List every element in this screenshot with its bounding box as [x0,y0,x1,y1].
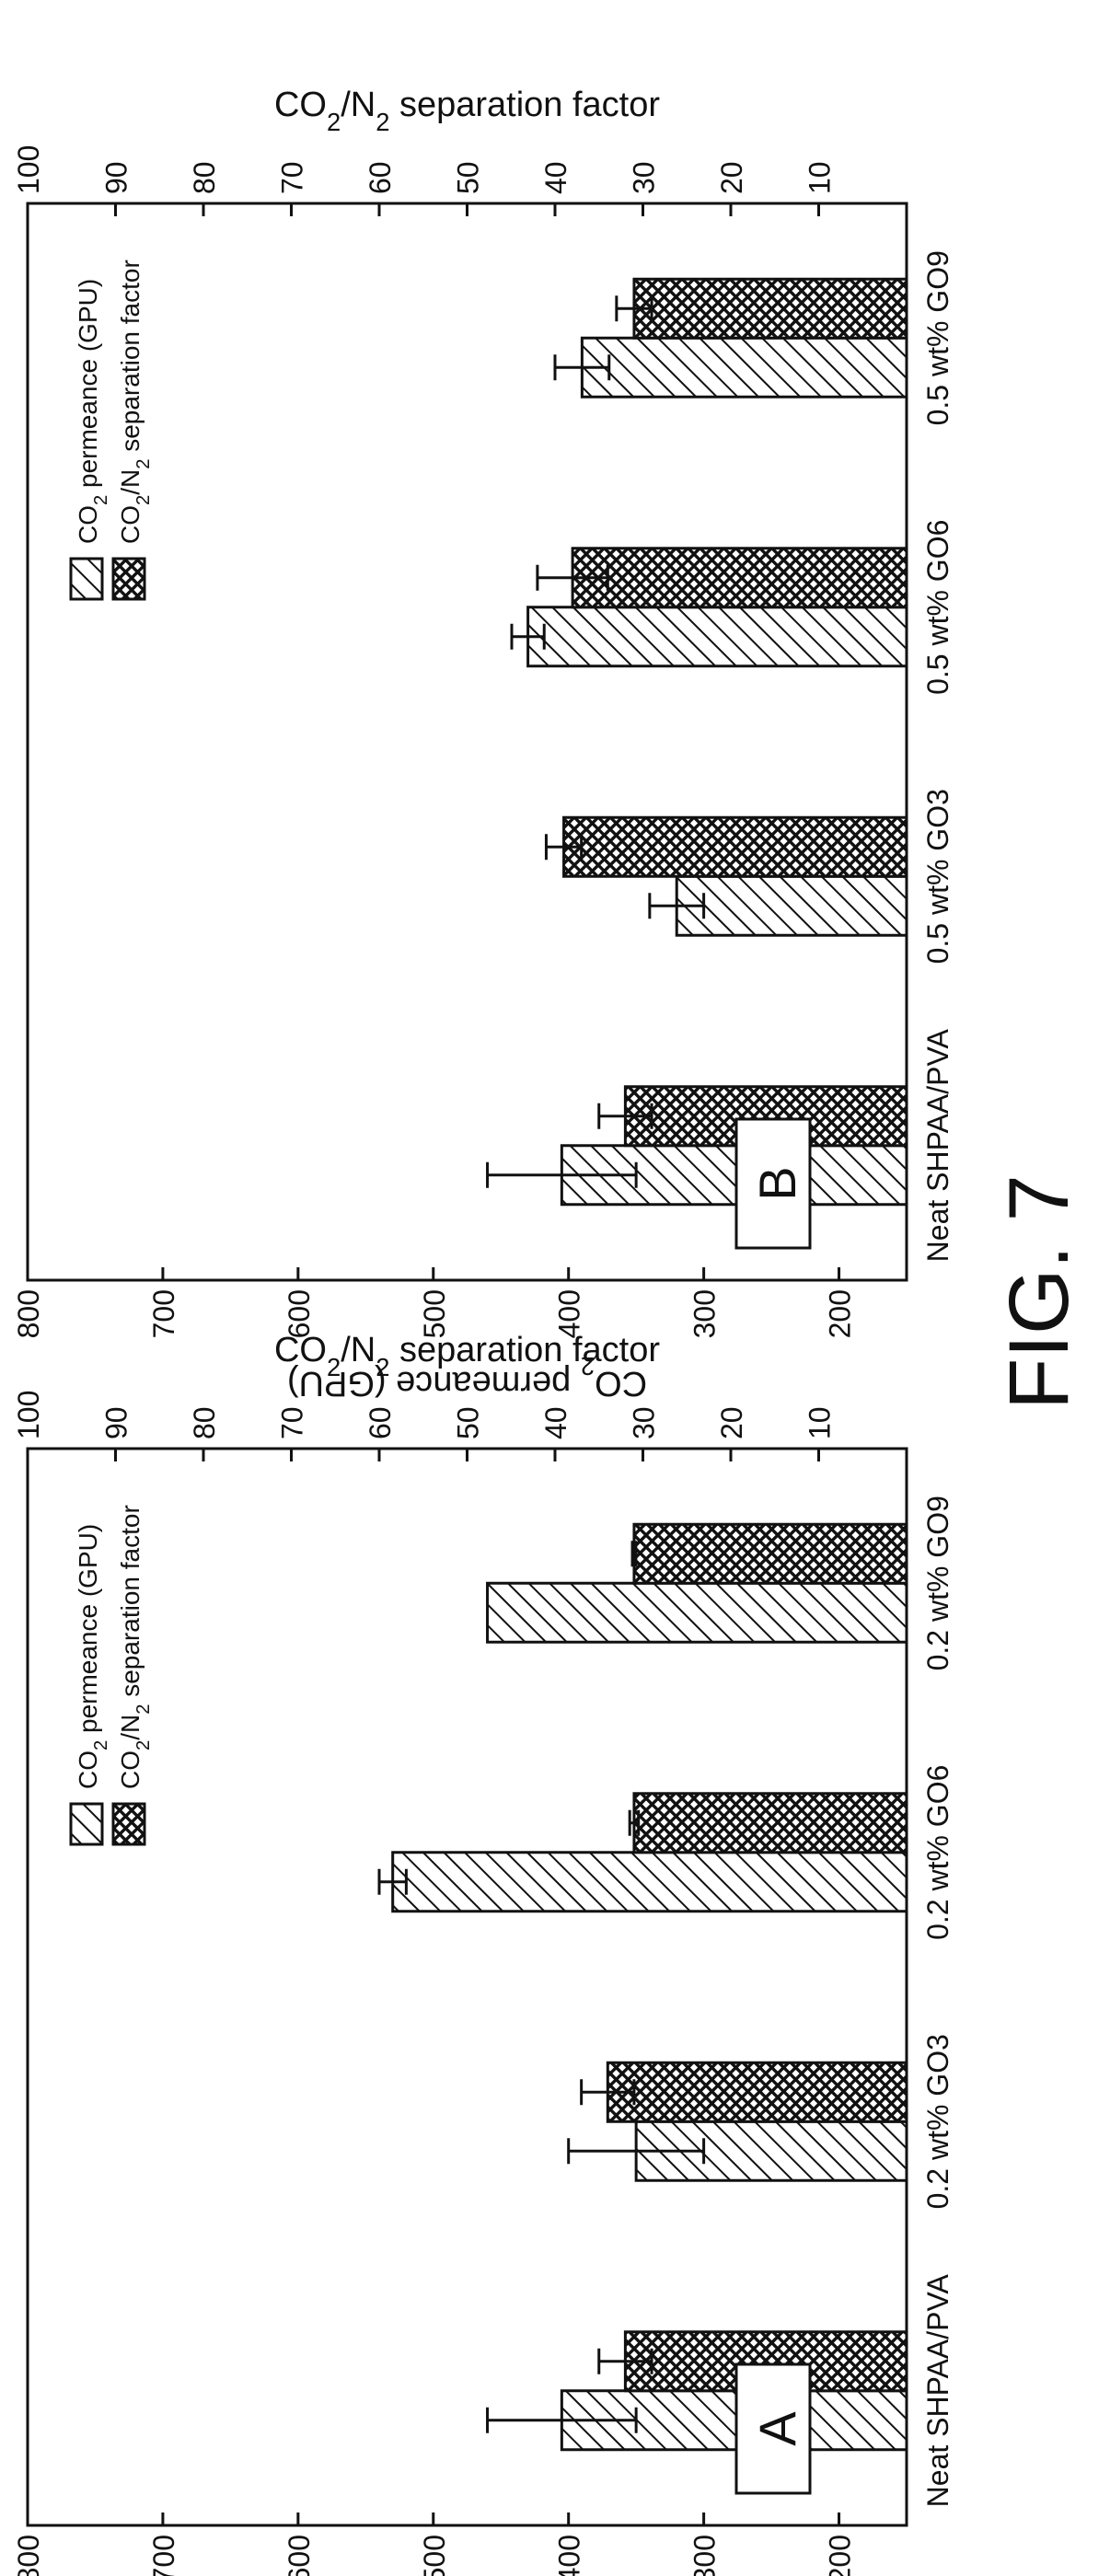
left-tick-label: 800 [12,2535,45,2576]
panel-label-box [734,2362,812,2495]
left-tick-label: 400 [553,2535,586,2576]
legend-label-permeance: CO2 permeance (GPU) [74,1524,111,1789]
right-tick-label: 30 [628,161,661,194]
separation-bar [632,1522,908,1585]
right-tick-label: 10 [804,1406,837,1439]
category-label: Neat SHPAA/PVA [921,2274,954,2508]
panel-b: 200 300 400 500 600 700 800 10 20 30 40 50 60 70 80 90 1… [12,86,954,1403]
right-tick-label: 90 [100,1406,133,1439]
separation-bar [562,815,908,878]
right-tick-label: 20 [715,1406,748,1439]
separation-bar [606,2061,908,2123]
right-tick-label: 90 [100,161,133,194]
right-tick-label: 70 [276,1406,309,1439]
permeance-bar [391,1851,908,1913]
legend-label-separation: CO2/N2 separation factor [116,260,154,544]
right-axis-label: CO2/N2 separation factor [274,86,660,136]
right-axis-label: CO2/N2 separation factor [274,1331,660,1381]
left-tick-label: 700 [147,1289,180,1338]
panel-label: B [748,1166,806,1200]
right-tick-label: 50 [452,1406,485,1439]
right-tick-label: 20 [715,161,748,194]
category-label: 0.2 wt% GO9 [921,1496,954,1670]
permeance-bar [486,1581,908,1644]
right-tick-label: 70 [276,161,309,194]
panel-label: A [748,2411,806,2446]
left-tick-label: 500 [418,2535,451,2576]
separation-bar [571,547,908,609]
permeance-bar [580,336,908,399]
category-label: 0.2 wt% GO6 [921,1765,954,1940]
right-tick-label: 100 [12,1391,45,1439]
figure-label: FIG. 7 [992,1174,1086,1410]
legend-label-permeance: CO2 permeance (GPU) [74,279,111,544]
left-tick-label: 800 [12,1289,45,1338]
category-label: 0.2 wt% GO3 [921,2034,954,2209]
left-tick-label: 300 [688,2535,722,2576]
category-label: 0.5 wt% GO9 [921,250,954,425]
category-label: 0.5 wt% GO6 [921,520,954,695]
legend-swatch-permeance [69,557,104,601]
left-tick-label: 700 [147,2535,180,2576]
separation-bar [632,1792,908,1854]
right-tick-label: 40 [539,1406,572,1439]
panel-label-box [734,1117,812,1250]
left-tick-label: 200 [824,1289,857,1338]
right-tick-label: 40 [539,161,572,194]
category-label: 0.5 wt% GO3 [921,789,954,964]
legend-swatch-separation [111,1802,146,1846]
panel-a: 200 300 400 500 600 700 800 10 20 30 40 50 60 70 80 90 1… [12,1331,954,2576]
right-tick-label: 80 [188,161,221,194]
legend-swatch-permeance [69,1802,104,1846]
left-tick-label: 300 [688,1289,722,1338]
legend-swatch-separation [111,557,146,601]
left-tick-label: 600 [283,2535,316,2576]
permeance-bar [526,606,908,668]
separation-bar [632,277,908,340]
left-axis-label: CO2 permeance (GPU) [287,1353,647,1404]
right-tick-label: 80 [188,1406,221,1439]
right-tick-label: 60 [364,161,397,194]
left-tick-label: 600 [283,1289,316,1338]
right-tick-label: 60 [364,1406,397,1439]
category-label: Neat SHPAA/PVA [921,1029,954,1263]
right-tick-label: 10 [804,161,837,194]
left-tick-label: 400 [553,1289,586,1338]
permeance-bar [675,874,908,937]
left-tick-label: 500 [418,1289,451,1338]
legend-label-separation: CO2/N2 separation factor [116,1505,154,1789]
left-tick-label: 200 [824,2535,857,2576]
right-tick-label: 50 [452,161,485,194]
right-tick-label: 30 [628,1406,661,1439]
right-tick-label: 100 [12,145,45,194]
